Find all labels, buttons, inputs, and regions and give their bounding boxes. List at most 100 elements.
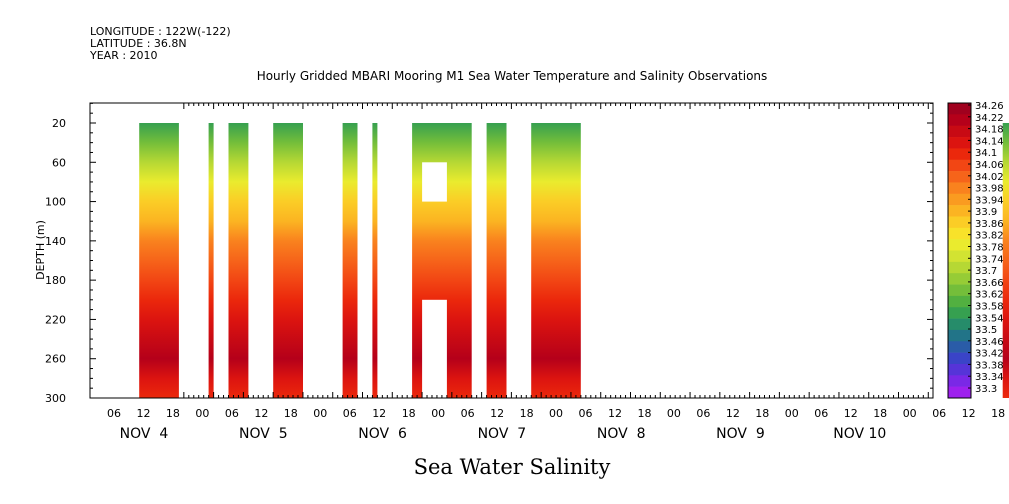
x-tick-label: 06 xyxy=(225,407,239,420)
colorbar-cell xyxy=(948,386,971,399)
x-day-label: NOV 9 xyxy=(716,426,765,442)
x-tick-label: 00 xyxy=(667,407,681,420)
y-tick-label: 140 xyxy=(45,235,66,248)
colorbar-cell xyxy=(948,193,971,206)
x-tick-label: 06 xyxy=(932,407,946,420)
colorbar-label: 33.5 xyxy=(975,325,997,336)
x-tick-label: 06 xyxy=(579,407,593,420)
x-tick-label: 00 xyxy=(785,407,799,420)
x-tick-label: 12 xyxy=(490,407,504,420)
x-tick-label: 12 xyxy=(608,407,622,420)
x-day-label: NOV 10 xyxy=(833,426,886,442)
x-tick-label: 18 xyxy=(873,407,887,420)
colorbar-label: 33.38 xyxy=(975,360,1004,371)
colorbar-cell xyxy=(948,182,971,195)
colorbar-label: 34.22 xyxy=(975,113,1004,124)
x-tick-label: 12 xyxy=(962,407,976,420)
y-axis-label: DEPTH (m) xyxy=(34,220,47,280)
y-tick-label: 60 xyxy=(52,156,66,169)
x-tick-label: 00 xyxy=(903,407,917,420)
colorbar-cell xyxy=(948,114,971,126)
colorbar-cell xyxy=(948,318,971,331)
colorbar-label: 34.26 xyxy=(975,101,1004,112)
data-segment xyxy=(372,123,378,398)
colorbar-label: 34.02 xyxy=(975,172,1004,183)
colorbar-cell xyxy=(948,273,971,285)
x-tick-label: 00 xyxy=(431,407,445,420)
colorbar-label: 33.7 xyxy=(975,266,997,277)
colorbar-label: 33.78 xyxy=(975,243,1004,254)
missing-data-layer xyxy=(422,162,447,398)
colorbar-label: 33.46 xyxy=(975,337,1004,348)
colorbar-label: 33.74 xyxy=(975,254,1004,265)
x-day-label: NOV 5 xyxy=(239,426,288,442)
year-label: YEAR : 2010 xyxy=(89,49,158,62)
x-tick-label: 00 xyxy=(313,407,327,420)
axis-ticks xyxy=(90,102,933,399)
colorbar-cell xyxy=(948,329,971,342)
latitude-label: LATITUDE : 36.8N xyxy=(90,37,187,50)
x-tick-label: 12 xyxy=(372,407,386,420)
colorbar-label: 33.86 xyxy=(975,219,1004,230)
colorbar-label: 34.1 xyxy=(975,148,997,159)
colorbar-label: 34.18 xyxy=(975,125,1004,136)
x-tick-label: 00 xyxy=(549,407,563,420)
x-tick-labels: 06 12 18 00 06 12 18 00 06 12 18 00 06 12 18 00 06 12 18 00… xyxy=(107,407,1005,420)
data-layer xyxy=(139,123,1009,398)
x-tick-label: 06 xyxy=(461,407,475,420)
colorbar-cell xyxy=(948,295,971,308)
variable-label: Sea Water Salinity xyxy=(414,455,611,479)
colorbar: 34.2634.2234.1834.1434.134.0634.0233.983… xyxy=(947,101,1004,399)
x-day-labels: NOV 4 NOV 5 NOV 6 NOV 7 NOV 8 NOV 9 NOV 10 xyxy=(120,426,887,442)
colorbar-cell xyxy=(948,284,971,297)
colorbar-cell xyxy=(948,250,971,263)
colorbar-label: 33.42 xyxy=(975,349,1004,360)
data-segment xyxy=(228,123,249,398)
chart-title: Hourly Gridded MBARI Mooring M1 Sea Wate… xyxy=(257,69,768,83)
data-segment xyxy=(208,123,214,398)
plot-frame xyxy=(89,102,934,399)
x-tick-label: 18 xyxy=(755,407,769,420)
y-tick-label: 300 xyxy=(45,392,66,405)
x-tick-label: 18 xyxy=(638,407,652,420)
y-tick-labels: 20 60 100 140 180 220 260 300 xyxy=(45,117,66,405)
longitude-label: LONGITUDE : 122W(-122) xyxy=(90,25,231,38)
x-tick-label: 12 xyxy=(844,407,858,420)
data-segment xyxy=(342,123,358,398)
x-tick-label: 00 xyxy=(195,407,209,420)
colorbar-cell xyxy=(948,137,971,149)
x-day-label: NOV 6 xyxy=(358,426,407,442)
x-tick-label: 12 xyxy=(137,407,151,420)
colorbar-label: 33.9 xyxy=(975,207,997,218)
y-tick-label: 100 xyxy=(45,196,66,209)
colorbar-label: 33.54 xyxy=(975,313,1004,324)
x-day-label: NOV 7 xyxy=(478,426,527,442)
missing-block xyxy=(422,162,447,202)
colorbar-cell xyxy=(948,261,971,274)
x-tick-label: 18 xyxy=(991,407,1005,420)
x-day-label: NOV 4 xyxy=(120,426,169,442)
colorbar-cell xyxy=(948,159,971,172)
y-tick-label: 180 xyxy=(45,274,66,287)
colorbar-cell xyxy=(948,125,971,138)
data-segment xyxy=(1002,123,1009,398)
colorbar-cell xyxy=(948,239,971,251)
colorbar-cell xyxy=(948,205,971,217)
colorbar-label: 33.34 xyxy=(975,372,1004,383)
x-day-label: NOV 8 xyxy=(597,426,646,442)
colorbar-label: 34.06 xyxy=(975,160,1004,171)
colorbar-cell xyxy=(948,352,971,365)
y-tick-label: 220 xyxy=(45,313,66,326)
colorbar-cell xyxy=(948,307,971,319)
colorbar-label: 34.14 xyxy=(975,136,1004,147)
colorbar-cell xyxy=(948,216,971,229)
x-tick-label: 12 xyxy=(254,407,268,420)
colorbar-cell xyxy=(948,375,971,387)
y-tick-label: 20 xyxy=(52,117,66,130)
colorbar-cell xyxy=(948,171,971,183)
y-tick-label: 260 xyxy=(45,353,66,366)
colorbar-label: 33.3 xyxy=(975,384,997,395)
data-segment xyxy=(531,123,581,398)
colorbar-label: 33.82 xyxy=(975,231,1004,242)
